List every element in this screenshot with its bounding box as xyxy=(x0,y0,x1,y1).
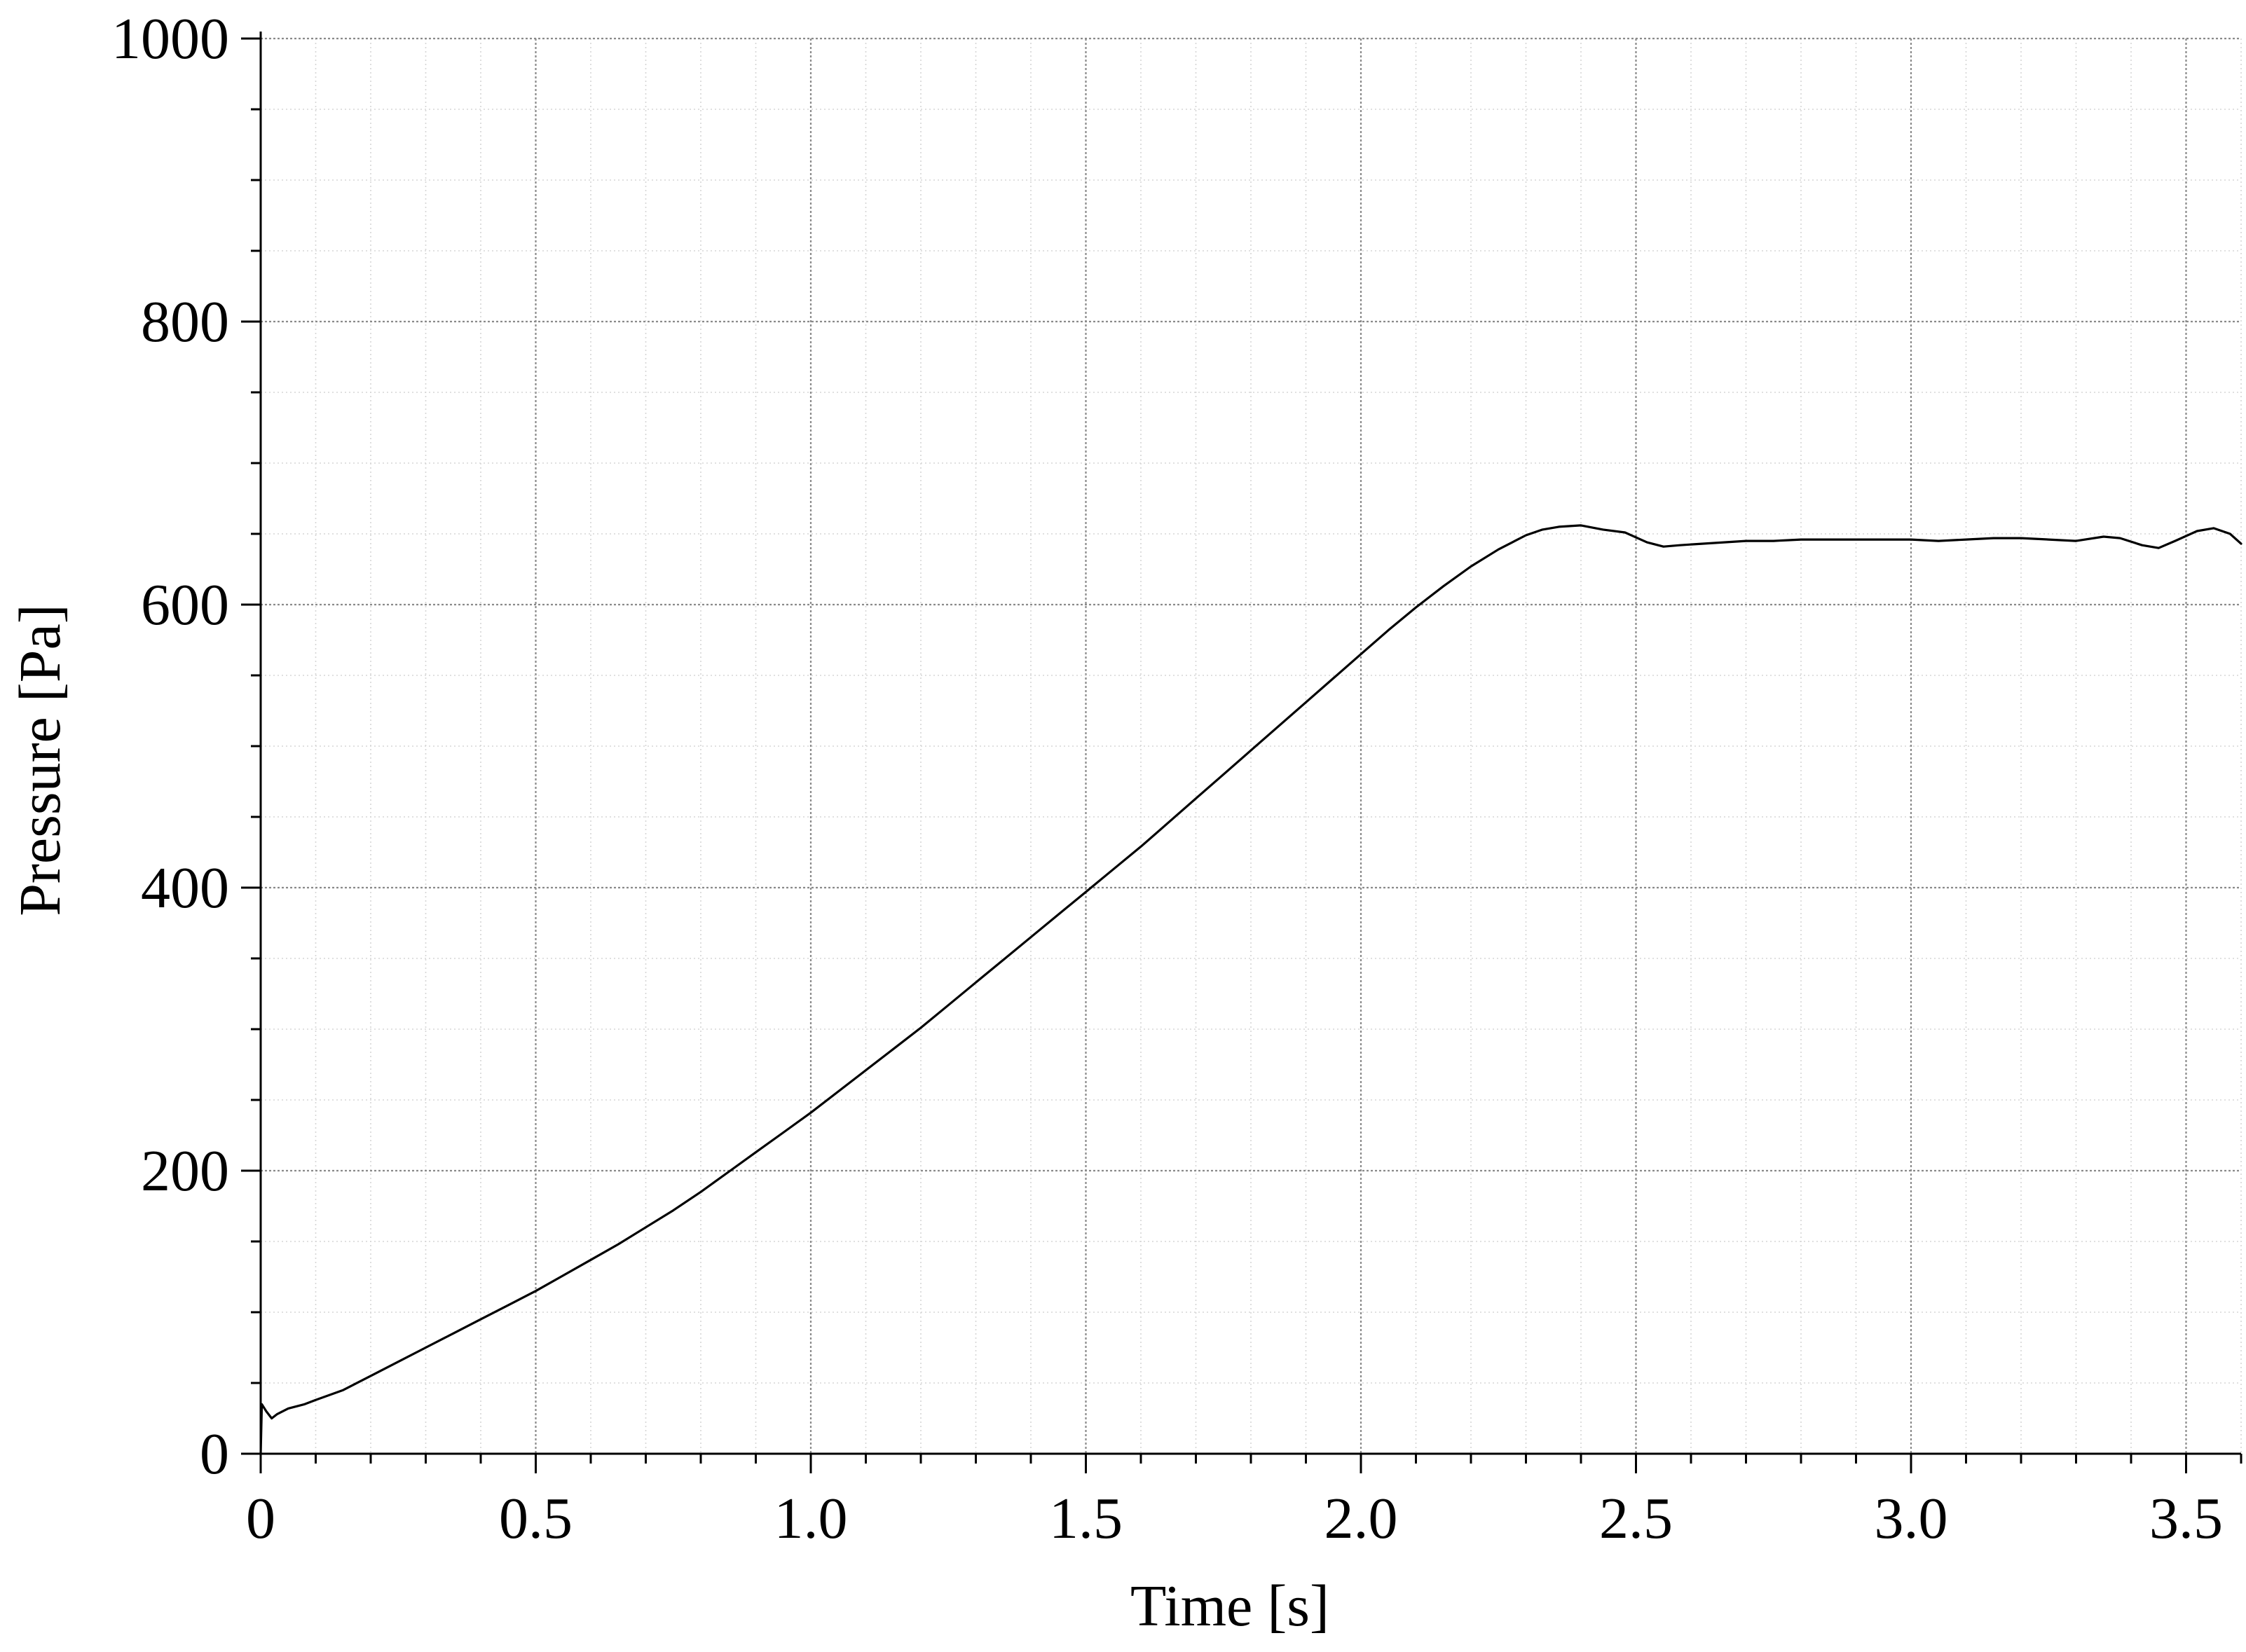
x-tick-label: 2.5 xyxy=(1599,1486,1673,1551)
y-axis-title: Pressure [Pa] xyxy=(8,604,73,916)
x-tick-label: 1.5 xyxy=(1049,1486,1123,1551)
y-tick-label: 600 xyxy=(141,572,229,638)
y-tick-label: 400 xyxy=(141,855,229,921)
x-tick-label: 1.0 xyxy=(774,1486,848,1551)
x-tick-label: 0 xyxy=(246,1486,275,1551)
x-axis-title: Time [s] xyxy=(1130,1574,1329,1639)
y-tick-label: 200 xyxy=(141,1138,229,1204)
grid xyxy=(261,37,2242,1454)
tick-labels: 0 200 400 600 800 1000 0 0.5 1.0 1.5 2.0 2.5 3.0 3.5 xyxy=(111,6,2223,1551)
x-tick-label: 0.5 xyxy=(499,1486,573,1551)
axes xyxy=(241,32,2242,1473)
x-tick-label: 2.0 xyxy=(1324,1486,1398,1551)
y-tick-label: 800 xyxy=(141,289,229,355)
series-line xyxy=(259,524,2242,1455)
x-tick-label: 3.0 xyxy=(1875,1486,1948,1551)
series-layer xyxy=(259,524,2242,1455)
x-tick-label: 3.5 xyxy=(2149,1486,2223,1551)
y-tick-label: 0 xyxy=(200,1422,229,1487)
y-tick-label: 1000 xyxy=(111,6,229,71)
